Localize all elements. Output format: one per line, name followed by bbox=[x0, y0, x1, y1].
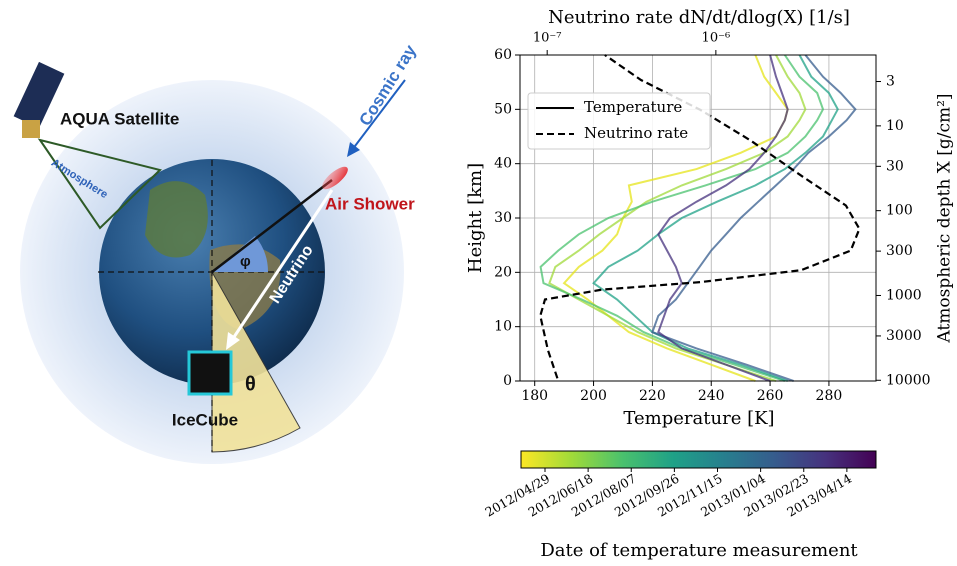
x-tick-label: 240 bbox=[698, 388, 725, 404]
icecube-detector bbox=[189, 352, 231, 394]
y2-axis-label: Atmospheric depth X [g/cm²] bbox=[935, 93, 955, 343]
x-tick-label: 200 bbox=[580, 388, 607, 404]
y2-tick-label: 3000 bbox=[886, 328, 922, 344]
y-tick-label: 0 bbox=[503, 373, 512, 389]
satellite bbox=[14, 62, 65, 128]
satellite-label: AQUA Satellite bbox=[60, 109, 179, 128]
legend-label: Neutrino rate bbox=[584, 124, 688, 142]
theta-label: θ bbox=[245, 373, 256, 395]
x-tick-label: 280 bbox=[816, 388, 843, 404]
y-tick-label: 30 bbox=[494, 210, 512, 226]
x2-tick-label: 10⁻⁶ bbox=[702, 31, 731, 46]
y2-tick-label: 10 bbox=[886, 118, 904, 134]
colorbar-label: Date of temperature measurement bbox=[540, 540, 858, 561]
y2-tick-label: 10000 bbox=[886, 372, 931, 388]
cosmic-ray-label: Cosmic ray bbox=[355, 41, 420, 129]
satellite-body bbox=[22, 120, 40, 138]
legend-label: Temperature bbox=[584, 98, 682, 116]
diagram: AQUA Satellite Atmosphere Cosmic ray Air… bbox=[14, 41, 421, 464]
y-axis-label: Height [km] bbox=[465, 163, 486, 273]
x2-tick-label: 10⁻⁷ bbox=[533, 31, 562, 46]
x-tick-label: 260 bbox=[757, 388, 784, 404]
phi-label: φ bbox=[240, 253, 251, 270]
y-tick-label: 10 bbox=[494, 319, 512, 335]
y2-tick-label: 300 bbox=[886, 243, 913, 259]
y2-tick-label: 3 bbox=[886, 74, 895, 90]
y-tick-label: 50 bbox=[494, 101, 512, 117]
y2-tick-label: 30 bbox=[886, 158, 904, 174]
y-tick-label: 60 bbox=[494, 47, 512, 63]
x-tick-label: 220 bbox=[639, 388, 666, 404]
y2-tick-label: 1000 bbox=[886, 287, 922, 303]
x2-axis-label: Neutrino rate dN/dt/dlog(X) [1/s] bbox=[548, 7, 850, 28]
y-tick-label: 20 bbox=[494, 264, 512, 280]
chart: Neutrino rate dN/dt/dlog(X) [1/s] Temper… bbox=[465, 7, 955, 561]
colorbar bbox=[521, 451, 876, 468]
figure: AQUA Satellite Atmosphere Cosmic ray Air… bbox=[0, 0, 957, 566]
x-axis-label: Temperature [K] bbox=[623, 408, 774, 429]
continent bbox=[145, 181, 208, 257]
x-tick-label: 180 bbox=[521, 388, 548, 404]
icecube-label: IceCube bbox=[172, 410, 238, 429]
y-tick-label: 40 bbox=[494, 156, 512, 172]
air-shower-label: Air Shower bbox=[325, 194, 415, 213]
y2-tick-label: 100 bbox=[886, 203, 913, 219]
